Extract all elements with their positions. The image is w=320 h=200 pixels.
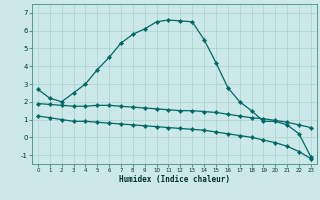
X-axis label: Humidex (Indice chaleur): Humidex (Indice chaleur) [119,175,230,184]
